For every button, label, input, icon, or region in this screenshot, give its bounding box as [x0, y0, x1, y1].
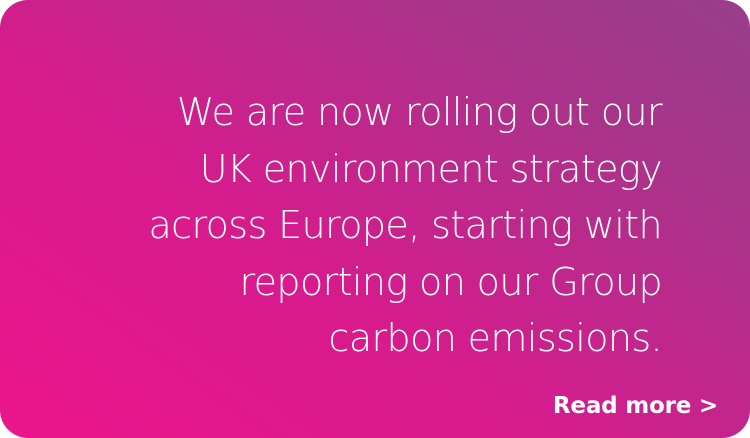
quote-text: We are now rolling out our UK environmen… — [62, 84, 662, 367]
quote-line-4: reporting on our Group — [239, 259, 662, 304]
quote-line-5: carbon emissions. — [328, 316, 663, 360]
quote-line-1: We are now rolling out our — [176, 90, 663, 134]
quote-line-3: across Europe, starting with — [148, 203, 662, 247]
quote-line-2: UK environment strategy — [199, 146, 663, 191]
read-more-link[interactable]: Read more > — [552, 393, 718, 419]
